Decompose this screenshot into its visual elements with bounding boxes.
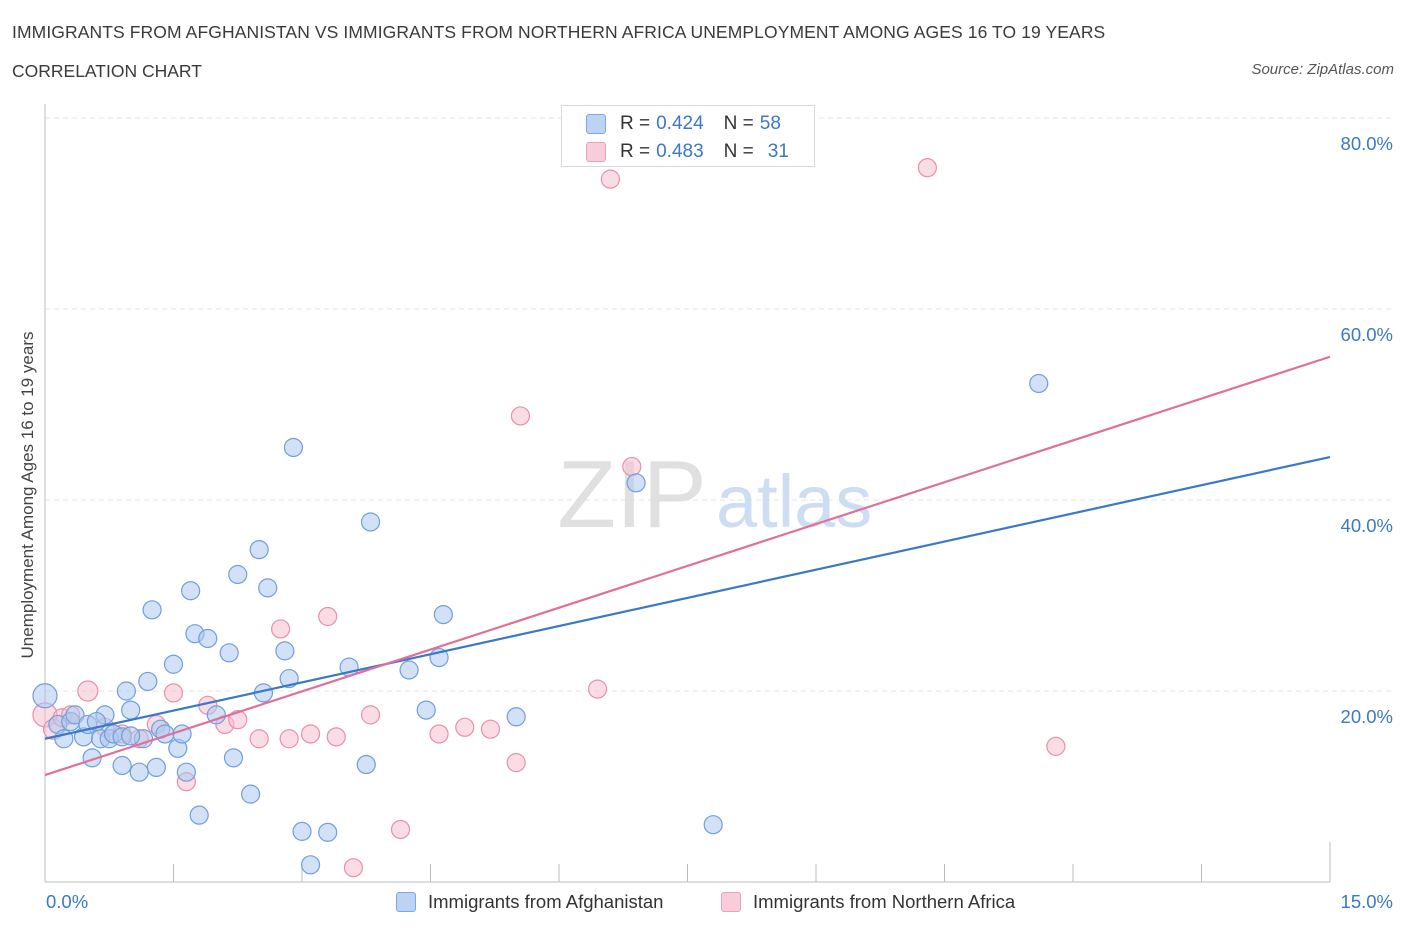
data-point	[433, 604, 453, 625]
watermark: ZIP atlas	[557, 441, 872, 548]
data-point	[343, 858, 363, 878]
data-point	[318, 606, 338, 627]
legend-label-afghanistan: Immigrants from Afghanistan	[428, 891, 664, 912]
data-point	[587, 679, 608, 699]
data-point	[283, 437, 304, 458]
data-point	[917, 158, 937, 178]
data-point	[275, 641, 295, 661]
stats-row-afghanistan: R = 0.424 N = 58	[586, 110, 781, 138]
x-tick-label-max: 15.0%	[1341, 891, 1393, 912]
data-point	[206, 705, 226, 725]
data-point	[510, 406, 531, 426]
data-point	[112, 755, 132, 776]
trend-lines	[44, 355, 1331, 777]
n-value: 58	[759, 113, 781, 134]
trend-line-blue	[44, 455, 1331, 740]
axes	[44, 104, 1331, 883]
data-point	[506, 753, 526, 773]
data-point	[1046, 736, 1066, 756]
data-point	[300, 724, 321, 744]
legend-item-northern-africa[interactable]: Immigrants from Northern Africa	[721, 889, 1015, 915]
n-label: N =	[723, 113, 754, 134]
trend-line-pink	[44, 355, 1331, 777]
data-point	[249, 540, 269, 560]
data-point	[189, 805, 209, 825]
chart-title: IMMIGRANTS FROM AFGHANISTAN VS IMMIGRANT…	[12, 22, 1106, 42]
northern-africa-swatch	[586, 142, 606, 162]
data-point	[138, 671, 158, 692]
data-point	[292, 821, 312, 841]
data-point	[116, 681, 136, 701]
data-point	[198, 628, 218, 649]
r-value: 0.424	[656, 113, 704, 134]
data-point	[279, 729, 299, 749]
data-point	[506, 707, 526, 727]
data-point	[142, 600, 162, 620]
data-point	[249, 729, 269, 749]
data-point	[163, 654, 184, 674]
data-point	[356, 754, 376, 775]
gridlines	[45, 117, 1395, 692]
stats-row-northern-africa: R = 0.483 N = 31	[586, 138, 789, 166]
data-point	[326, 727, 346, 747]
y-tick-label: 60.0%	[1341, 324, 1393, 345]
data-point	[600, 169, 621, 189]
data-point	[300, 855, 321, 875]
y-tick-label: 20.0%	[1341, 706, 1393, 727]
data-point	[416, 700, 436, 720]
watermark-atlas: atlas	[716, 460, 872, 543]
afghanistan-swatch	[586, 114, 606, 134]
tick-labels: 20.0% 40.0% 60.0% 80.0% 0.0% 15.0%	[46, 133, 1393, 912]
r-label: R =	[620, 113, 651, 134]
data-point	[241, 784, 261, 804]
data-point	[258, 578, 278, 598]
data-point	[219, 643, 239, 663]
y-tick-label: 80.0%	[1341, 133, 1393, 154]
data-point	[228, 564, 248, 585]
data-point	[390, 819, 411, 840]
n-value: 31	[767, 141, 789, 162]
y-tick-label: 40.0%	[1341, 515, 1393, 536]
data-point	[129, 762, 149, 782]
data-point	[622, 456, 642, 477]
data-point	[228, 710, 248, 730]
data-point	[429, 724, 449, 744]
chart-subtitle: CORRELATION CHART	[12, 61, 202, 81]
data-point	[360, 705, 381, 725]
data-point	[65, 705, 85, 725]
data-point	[480, 719, 501, 739]
data-point	[32, 683, 58, 709]
afghanistan-legend-swatch	[396, 892, 416, 912]
data-point	[176, 762, 196, 782]
legend-item-afghanistan[interactable]: Immigrants from Afghanistan	[396, 889, 663, 915]
r-value: 0.483	[656, 141, 704, 162]
stats-legend: R = 0.424 N = 58 R = 0.483 N = 31	[561, 105, 815, 167]
data-point	[360, 512, 381, 532]
data-point	[626, 473, 646, 493]
legend-label-northern-africa: Immigrants from Northern Africa	[753, 891, 1016, 912]
northern-africa-legend-swatch	[721, 892, 741, 912]
data-point	[399, 660, 419, 680]
data-point	[121, 700, 141, 720]
data-point	[77, 680, 99, 702]
data-point	[1029, 373, 1049, 394]
data-point	[318, 822, 338, 842]
data-point	[146, 757, 166, 778]
source-credit: Source: ZipAtlas.com	[1251, 61, 1394, 78]
data-point	[455, 717, 475, 737]
data-point	[279, 668, 299, 689]
data-point	[270, 619, 291, 639]
x-tick-label-min: 0.0%	[46, 891, 88, 912]
r-label: R =	[620, 141, 651, 162]
series-afghanistan-points	[32, 373, 1049, 875]
data-point	[181, 581, 201, 601]
data-point	[223, 748, 244, 768]
n-label: N =	[723, 141, 754, 162]
data-point	[163, 683, 184, 703]
data-point	[121, 726, 141, 746]
data-point	[703, 815, 723, 835]
